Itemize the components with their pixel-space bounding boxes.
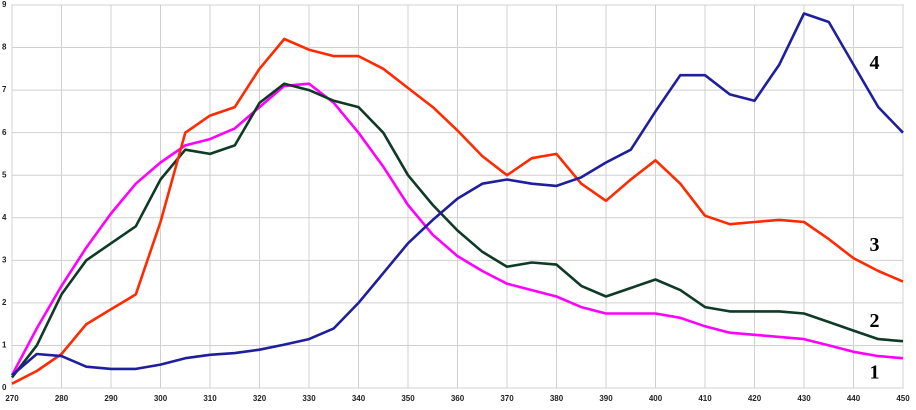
x-tick-label: 300 <box>154 394 168 403</box>
x-tick-label: 340 <box>352 394 366 403</box>
y-tick-label: 2 <box>2 298 7 307</box>
series-label: 1 <box>870 361 880 383</box>
series-line <box>10 82 904 376</box>
x-tick-label: 390 <box>599 394 613 403</box>
x-tick-label: 450 <box>896 394 910 403</box>
x-tick-label: 330 <box>302 394 316 403</box>
y-tick-label: 6 <box>2 128 7 137</box>
series-label: 3 <box>870 234 880 256</box>
x-tick-label: 320 <box>253 394 267 403</box>
series-line <box>10 82 904 379</box>
y-tick-label: 4 <box>2 213 7 222</box>
x-tick-label: 400 <box>649 394 663 403</box>
y-tick-label: 7 <box>2 85 7 94</box>
y-tick-label: 0 <box>2 383 7 392</box>
x-tick-label: 290 <box>104 394 118 403</box>
x-tick-label: 370 <box>500 394 514 403</box>
x-tick-label: 350 <box>401 394 415 403</box>
x-tick-label: 430 <box>797 394 811 403</box>
x-tick-label: 410 <box>698 394 712 403</box>
x-tick-label: 310 <box>203 394 217 403</box>
x-tick-label: 420 <box>748 394 762 403</box>
x-tick-label: 360 <box>451 394 465 403</box>
y-tick-label: 5 <box>2 170 7 179</box>
series-label: 2 <box>870 310 880 332</box>
x-tick-label: 280 <box>55 394 69 403</box>
y-tick-label: 8 <box>2 43 7 52</box>
x-tick-label: 270 <box>5 394 19 403</box>
y-tick-label: 3 <box>2 255 7 264</box>
x-tick-label: 440 <box>847 394 861 403</box>
series-line <box>11 12 904 377</box>
series-line <box>11 37 904 385</box>
series-label: 4 <box>870 52 880 74</box>
y-tick-label: 1 <box>2 341 7 350</box>
x-tick-label: 380 <box>550 394 564 403</box>
y-tick-label: 9 <box>2 0 7 9</box>
